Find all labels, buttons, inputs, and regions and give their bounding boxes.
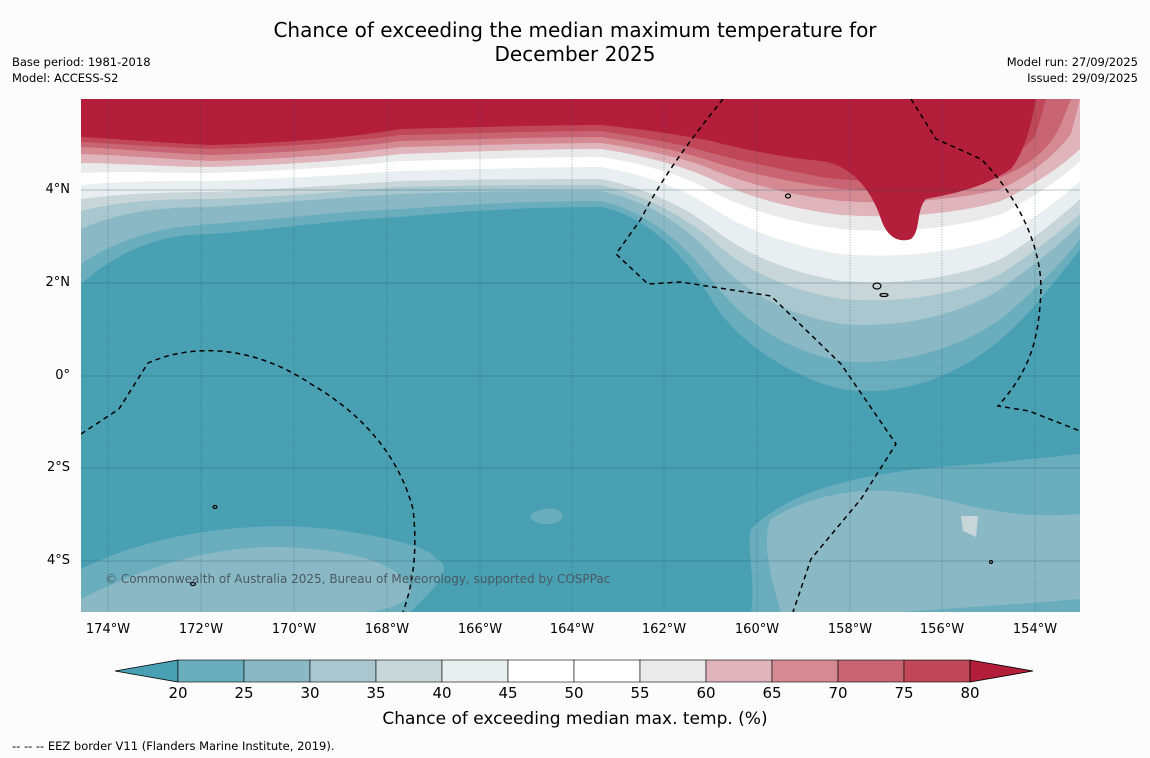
lon-label-170w: 170°W [271,622,317,637]
lon-label-158w: 158°W [827,622,873,637]
colorbar-cell-55 [639,659,707,683]
lat-label-2s: 2°S [46,460,70,475]
lat-label-0: 0° [55,368,70,383]
lon-label-166w: 166°W [457,622,503,637]
copyright-notice: © Commonwealth of Australia 2025, Bureau… [105,572,611,586]
lon-label-160w: 160°W [734,622,780,637]
island-6 [189,581,197,587]
colorbar-extend-high [969,659,1034,683]
lon-label-162w: 162°W [641,622,687,637]
meta-right: Model run: 27/09/2025 Issued: 29/09/2025 [1007,54,1138,86]
colorbar-cells [114,659,1034,683]
eez-border-east [910,99,1080,432]
islands [189,193,994,587]
colorbar-cell-35 [375,659,443,683]
colorbar-cell-20 [177,659,245,683]
colorbar-cell-50 [573,659,641,683]
band-above-80-north [81,99,1036,241]
colorbar-tick-55: 55 [630,684,650,702]
colorbar-cell-70 [837,659,905,683]
colorbar-cell-40 [441,659,509,683]
colorbar-tick-30: 30 [300,684,320,702]
eez-border-central [615,99,897,612]
colorbar-tick-80: 80 [960,684,980,702]
colorbar-tick-70: 70 [828,684,848,702]
colorbar-tick-75: 75 [894,684,914,702]
colorbar-cell-45 [507,659,575,683]
band-30-35-south [81,547,411,612]
colorbar-tick-20: 20 [168,684,188,702]
island-2 [872,282,882,290]
colorbar-cell-60 [705,659,773,683]
map-title: Chance of exceeding the median maximum t… [0,18,1150,66]
meta-left: Base period: 1981-2018 Model: ACCESS-S2 [12,54,151,86]
lat-label-2n: 2°N [45,275,71,290]
issued-date: Issued: 29/09/2025 [1027,71,1138,85]
island-1 [784,193,792,199]
patch-25-30 [531,508,563,525]
colorbar-tick-35: 35 [366,684,386,702]
colorbar-tick-40: 40 [432,684,452,702]
lon-label-168w: 168°W [364,622,410,637]
colorbar-tick-25: 25 [234,684,254,702]
colorbar-title: Chance of exceeding median max. temp. (%… [382,709,768,729]
lon-label-174w: 174°W [85,622,131,637]
lon-label-164w: 164°W [549,622,595,637]
map-canvas [81,99,1080,612]
island-4 [212,504,218,510]
base-period: Base period: 1981-2018 [12,55,151,69]
patch-35-40 [961,516,978,537]
lat-label-4n: 4°N [45,182,71,197]
colorbar-tick-50: 50 [564,684,584,702]
island-5 [988,559,994,565]
colorbar-cell-25 [243,659,311,683]
latitude-lines [81,189,1080,562]
title-line-2: December 2025 [494,42,656,66]
colorbar [114,659,1034,683]
footnote-eez: -- -- -- EEZ border V11 (Flanders Marine… [12,739,335,753]
lon-label-154w: 154°W [1012,622,1058,637]
title-line-1: Chance of exceeding the median maximum t… [273,18,877,42]
colorbar-tick-65: 65 [762,684,782,702]
model-name: Model: ACCESS-S2 [12,71,119,85]
eez-borders [81,99,1080,612]
colorbar-extend-low [114,659,179,683]
lon-label-156w: 156°W [919,622,965,637]
lon-label-172w: 172°W [178,622,224,637]
island-3 [879,292,889,298]
colorbar-cell-30 [309,659,377,683]
band-30-35-southeast [766,490,1080,612]
colorbar-cell-75 [903,659,971,683]
colorbar-tick-60: 60 [696,684,716,702]
lat-label-4s: 4°S [46,553,70,568]
map-panel: © Commonwealth of Australia 2025, Bureau… [81,99,1080,612]
colorbar-tick-45: 45 [498,684,518,702]
model-run: Model run: 27/09/2025 [1006,55,1138,69]
colorbar-cell-65 [771,659,839,683]
